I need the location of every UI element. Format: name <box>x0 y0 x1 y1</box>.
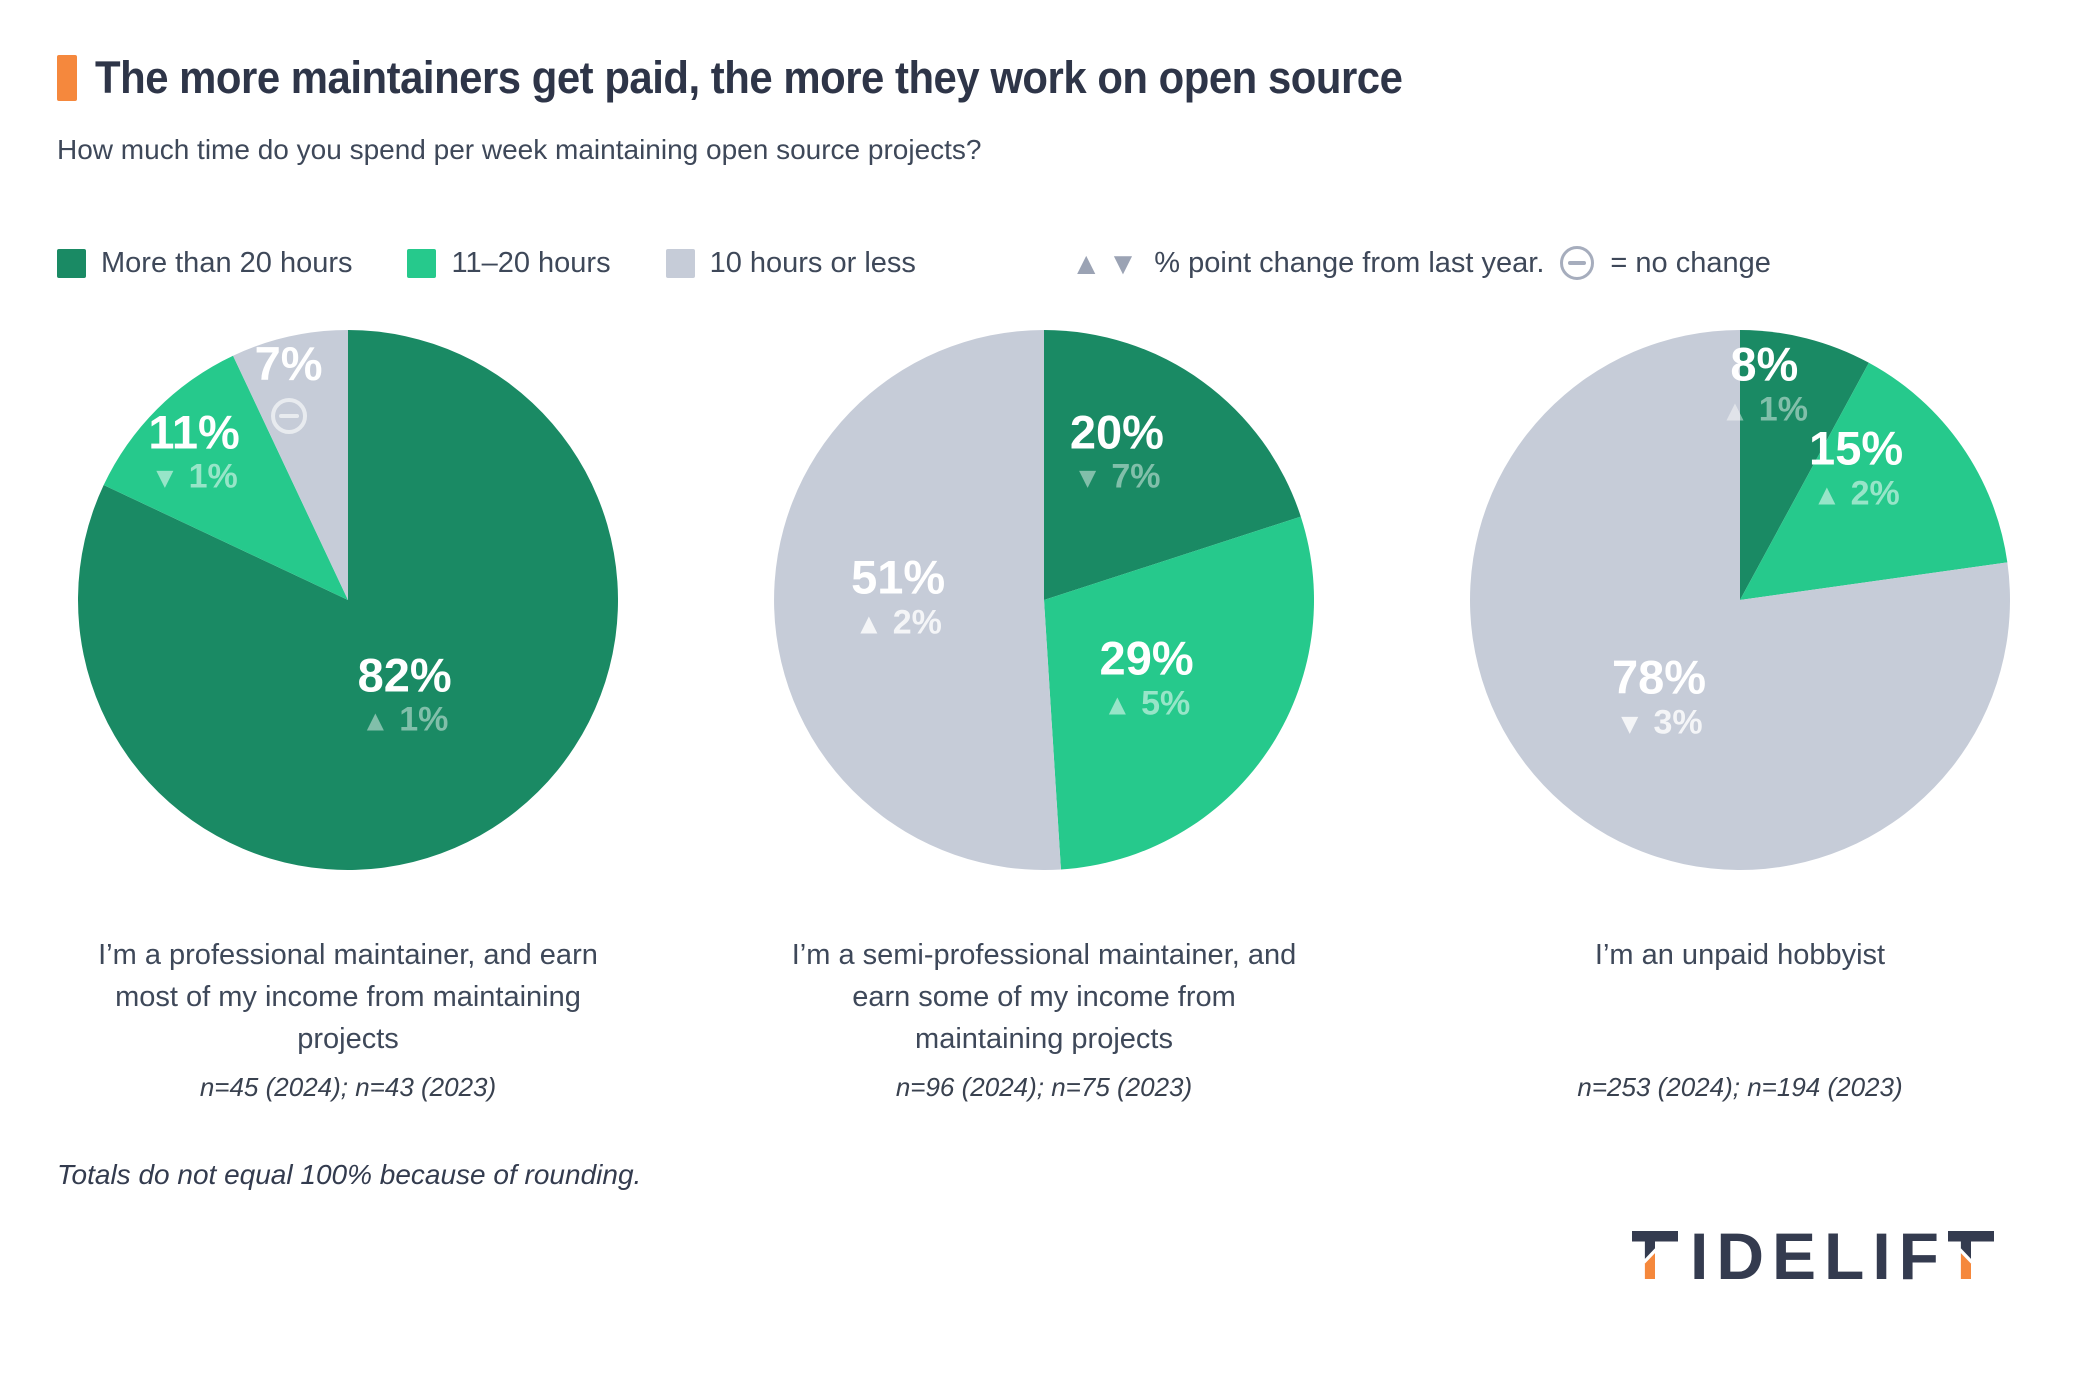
triangle-up-icon: ▲ <box>854 608 884 641</box>
pie-chart-professional: 82% ▲ 1% 11% ▼ 1% 7% <box>78 330 618 870</box>
slice-value: 51% <box>851 550 946 604</box>
pie-slice-label: 8% ▲ 1% <box>1720 337 1808 429</box>
slice-value: 11% <box>148 405 240 459</box>
slice-value: 15% <box>1809 421 1904 475</box>
logo-letter-t-first <box>1632 1231 1678 1279</box>
pie-slice-11-20-hours <box>103 355 348 600</box>
slice-change: ▼ 7% <box>1073 458 1161 497</box>
pie-caption-professional: I’m a professional maintainer, and earn … <box>98 939 598 1056</box>
tidelift-logo-svg: IDELIF <box>1632 1219 1994 1293</box>
pie-svg <box>774 330 1314 870</box>
slice-value: 20% <box>1069 405 1164 459</box>
slice-value: 8% <box>1730 337 1799 391</box>
no-change-note: = no change <box>1610 246 1771 279</box>
pie-slice-more-than-20-hours <box>78 330 618 870</box>
pie-slice-label: 11% ▼ 1% <box>148 408 239 495</box>
change-note: % point change from last year. <box>1154 246 1545 279</box>
legend: More than 20 hours 11–20 hours 10 hours … <box>57 246 2088 280</box>
triangle-up-icon: ▲ <box>361 706 390 739</box>
pie-slice-label: 29% ▲ 5% <box>1100 635 1194 722</box>
logo-letters-idelif: IDELIF <box>1690 1230 1947 1282</box>
pie-slice-more-than-20-hours <box>1044 330 1301 600</box>
legend-swatch-11-20 <box>407 248 437 278</box>
slice-change: ▲ 1% <box>361 701 449 740</box>
slice-change: ▲ 1% <box>1720 390 1808 429</box>
triangle-up-icon: ▲ <box>1070 245 1102 281</box>
legend-label-10-or-less: 10 hours or less <box>709 246 916 279</box>
pie-caption-hobbyist: I’m an unpaid hobbyist <box>1594 939 1886 971</box>
pie-chart-semi-professional: 20% ▼ 7% 29% ▲ 5% 51% ▲ 2% <box>774 330 1314 870</box>
tidelift-logo: IDELIF <box>1632 1219 1994 1293</box>
pie-slice-more-than-20-hours <box>1740 330 1869 600</box>
pie-section-semi-professional: 20% ▼ 7% 29% ▲ 5% 51% ▲ 2% I’m a semi-profess… <box>696 330 1392 1103</box>
sample-size-professional: n=45 (2024); n=43 (2023) <box>199 1072 497 1102</box>
legend-label-11-20: 11–20 hours <box>451 246 611 279</box>
pie-slice-label: 82% ▲ 1% <box>358 651 452 738</box>
slice-value: 82% <box>357 648 452 702</box>
slice-change: ▲ 5% <box>1102 684 1191 723</box>
legend-item-10-or-less: 10 hours or less <box>665 246 916 280</box>
pie-slice-10-hours-or-less <box>774 330 1061 870</box>
pie-chart-hobbyist: 8% ▲ 1% 15% ▲ 2% 78% ▼ 3% <box>1470 330 2010 870</box>
triangle-up-icon: ▲ <box>1812 479 1842 512</box>
survey-question: How much time do you spend per week main… <box>57 134 982 165</box>
pie-svg <box>1470 330 2010 870</box>
legend-item-11-20: 11–20 hours <box>407 246 611 280</box>
pie-slice-11-20-hours <box>1044 516 1314 870</box>
slice-change: ▲ 2% <box>1812 474 1900 513</box>
sample-size-semi-professional: n=96 (2024); n=75 (2023) <box>895 1072 1193 1102</box>
slice-change: ▲ 2% <box>854 603 942 642</box>
pie-slice-label: 20% ▼ 7% <box>1070 408 1164 495</box>
no-change-icon <box>270 397 307 434</box>
slice-value: 78% <box>1611 650 1707 704</box>
triangle-up-icon: ▲ <box>1102 689 1132 722</box>
page-title: The more maintainers get paid, the more … <box>95 52 1403 103</box>
pie-svg <box>78 330 618 870</box>
header: The more maintainers get paid, the more … <box>0 0 2088 280</box>
no-change-icon <box>1560 246 1595 280</box>
pie-slice-10-hours-or-less <box>233 330 348 600</box>
legend-label-more-than-20: More than 20 hours <box>101 246 353 279</box>
pie-slice-label: 15% ▲ 2% <box>1809 424 1903 511</box>
pie-caption-semi-professional: I’m a semi-professional maintainer, and … <box>791 939 1297 1056</box>
pie-section-hobbyist: 8% ▲ 1% 15% ▲ 2% 78% ▼ 3% I’m an unpaid hobby… <box>1392 330 2088 1103</box>
sample-size-hobbyist: n=253 (2024); n=194 (2023) <box>1577 1072 1903 1102</box>
triangle-down-icon: ▼ <box>1615 708 1645 741</box>
triangle-up-icon: ▲ <box>1720 395 1750 428</box>
logo-letter-t-last <box>1948 1231 1994 1279</box>
slice-change: ▼ 1% <box>150 458 238 497</box>
triangle-down-icon: ▼ <box>150 463 180 496</box>
rounding-footnote: Totals do not equal 100% because of roun… <box>57 1159 642 1190</box>
slice-value: 7% <box>254 336 323 390</box>
pie-slice-label: 7% <box>254 336 323 434</box>
pie-section-professional: 82% ▲ 1% 11% ▼ 1% 7% I’m a professional main… <box>0 330 696 1103</box>
pie-slice-label: 78% ▼ 3% <box>1611 650 1707 742</box>
pie-slice-10-hours-or-less <box>1470 330 2010 870</box>
legend-item-more-than-20: More than 20 hours <box>57 247 352 280</box>
charts-row: 82% ▲ 1% 11% ▼ 1% 7% I’m a professional main… <box>0 330 2088 1103</box>
slice-value: 29% <box>1099 631 1194 685</box>
slice-change: ▼ 3% <box>1615 703 1703 742</box>
legend-swatch-10-or-less <box>665 248 695 278</box>
title-row: The more maintainers get paid, the more … <box>57 52 2088 104</box>
change-legend: ▲ ▼ % point change from last year. = no … <box>1071 246 1771 280</box>
triangle-down-icon: ▼ <box>1107 245 1139 281</box>
pie-slice-label: 51% ▲ 2% <box>851 554 945 641</box>
legend-swatch-more-than-20 <box>57 248 86 278</box>
triangle-down-icon: ▼ <box>1073 463 1102 496</box>
title-accent-bar <box>57 55 77 101</box>
pie-slice-11-20-hours <box>1740 362 2008 600</box>
